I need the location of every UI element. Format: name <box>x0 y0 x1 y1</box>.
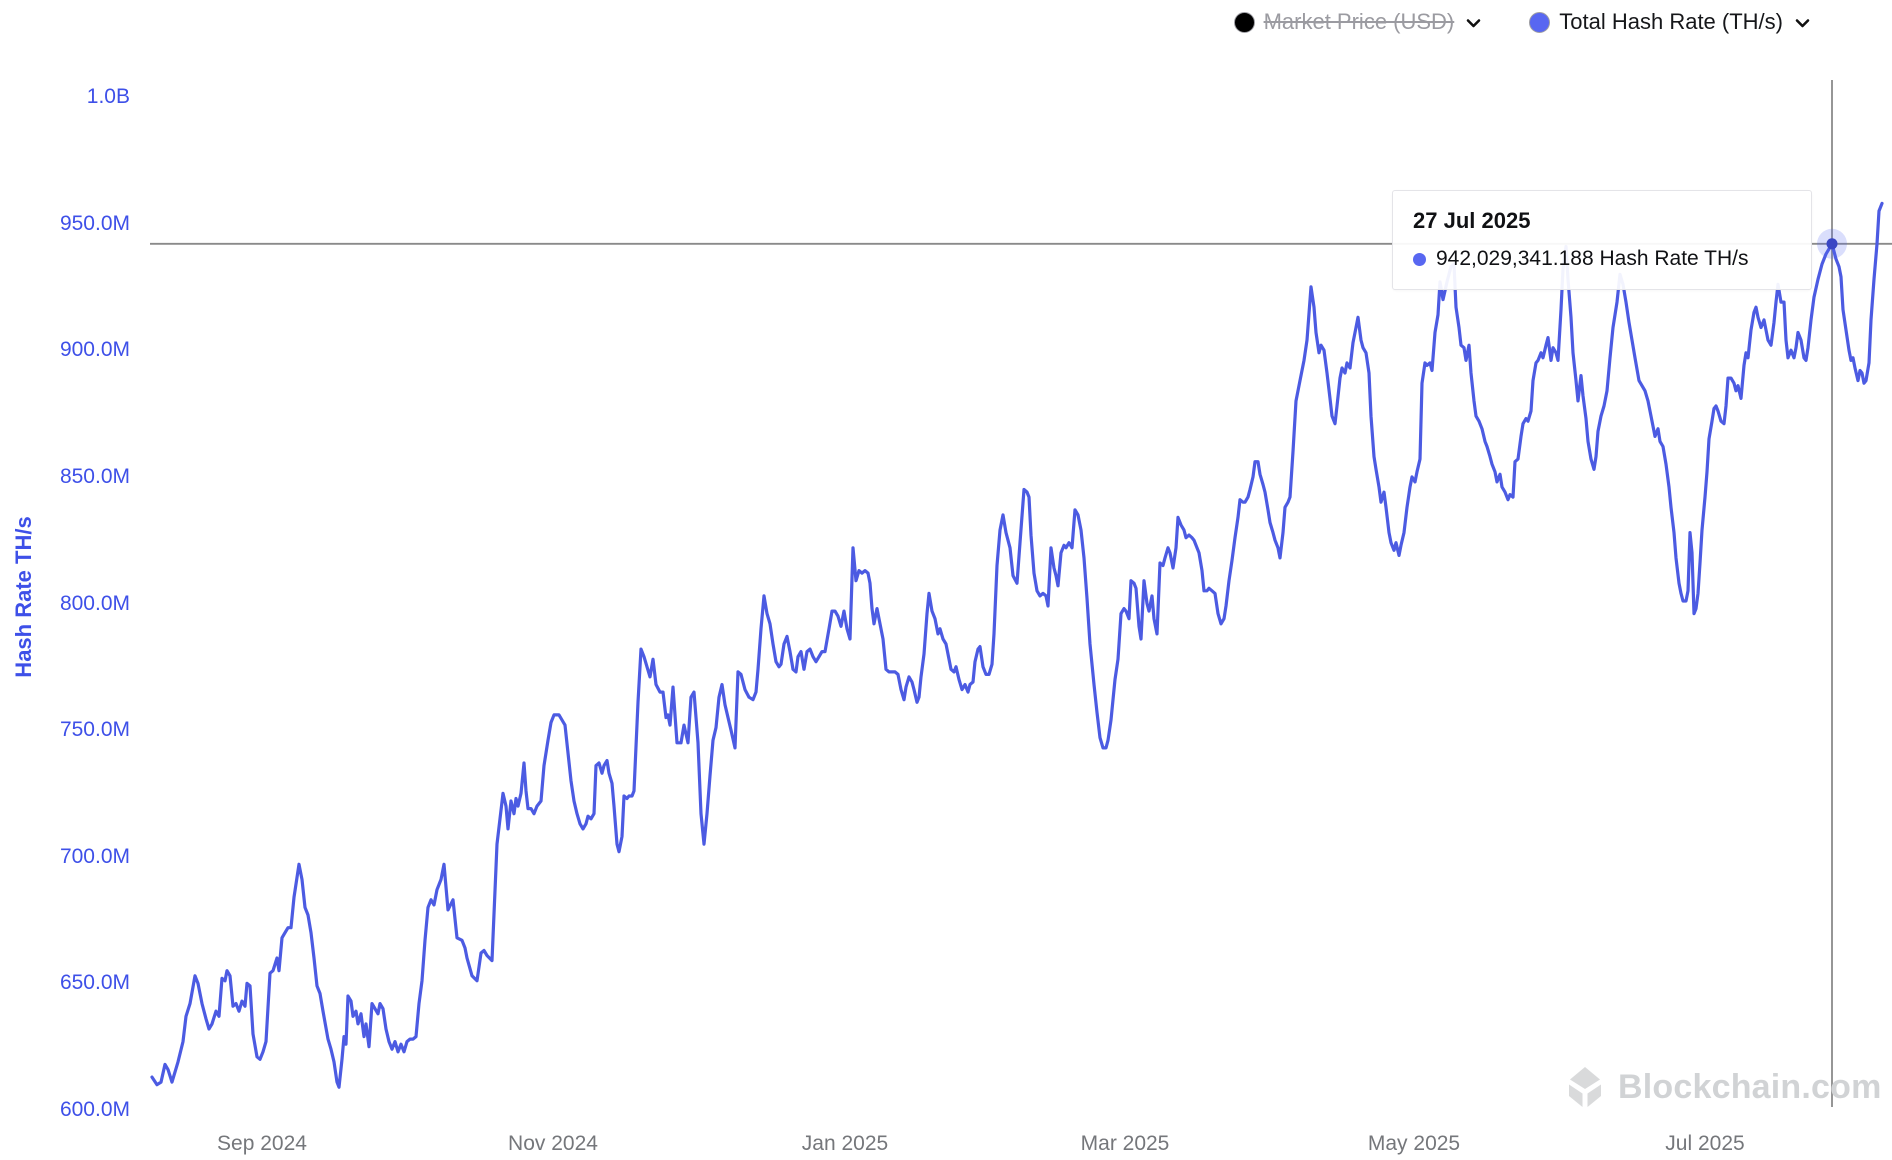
blockchain-logo-icon <box>1562 1064 1608 1110</box>
tooltip-date: 27 Jul 2025 <box>1413 208 1531 233</box>
y-tick-label: 800.0M <box>59 591 130 615</box>
legend: Market Price (USD) Total Hash Rate (TH/s) <box>1233 9 1812 35</box>
y-axis-title: Hash Rate TH/s <box>11 516 36 678</box>
legend-dot-icon <box>1529 11 1551 33</box>
legend-item-label: Total Hash Rate (TH/s) <box>1559 9 1783 34</box>
y-tick-label: 900.0M <box>59 338 130 362</box>
tooltip-value: 942,029,341.188 Hash Rate TH/s <box>1436 247 1749 270</box>
tooltip-series-row: 942,029,341.188 Hash Rate TH/s <box>1413 247 1791 271</box>
legend-item-label: Market Price (USD) <box>1263 9 1455 34</box>
series-dot-icon <box>1413 252 1426 266</box>
x-tick-label: May 2025 <box>1367 1132 1461 1155</box>
y-tick-label: 1.0B <box>86 85 130 108</box>
chevron-down-icon[interactable] <box>1793 14 1812 33</box>
y-axis-labels: 1.0B 950.0M 900.0M 850.0M 800.0M 750.0M 700.0M… <box>0 0 130 1160</box>
x-tick-label: Sep 2024 <box>217 1132 307 1155</box>
y-tick-label: 600.0M <box>59 1098 130 1121</box>
x-tick-label: Jan 2025 <box>801 1132 889 1155</box>
watermark: Blockchain.com <box>1562 1064 1882 1110</box>
y-tick-label: 850.0M <box>59 464 130 488</box>
hash-rate-line <box>150 201 1884 1089</box>
legend-item-market-price[interactable]: Market Price (USD) <box>1233 9 1484 35</box>
watermark-text: Blockchain.com <box>1618 1067 1882 1106</box>
legend-item-hash-rate[interactable]: Total Hash Rate (TH/s) <box>1529 9 1812 35</box>
y-tick-label: 650.0M <box>59 971 130 995</box>
x-axis-labels: Sep 2024 Nov 2024 Jan 2025 Mar 2025 May 2025… <box>0 1132 1892 1160</box>
x-tick-label: Nov 2024 <box>508 1132 598 1155</box>
x-tick-label: Mar 2025 <box>1080 1132 1170 1155</box>
y-tick-label: 950.0M <box>59 211 130 235</box>
tooltip: 27 Jul 2025 942,029,341.188 Hash Rate TH… <box>1392 190 1812 290</box>
y-tick-label: 700.0M <box>59 844 130 868</box>
hover-marker <box>1826 238 1838 250</box>
y-tick-label: 750.0M <box>59 718 130 742</box>
legend-dot-icon <box>1233 11 1255 33</box>
x-tick-label: Jul 2025 <box>1665 1132 1745 1155</box>
chevron-down-icon[interactable] <box>1464 14 1483 33</box>
